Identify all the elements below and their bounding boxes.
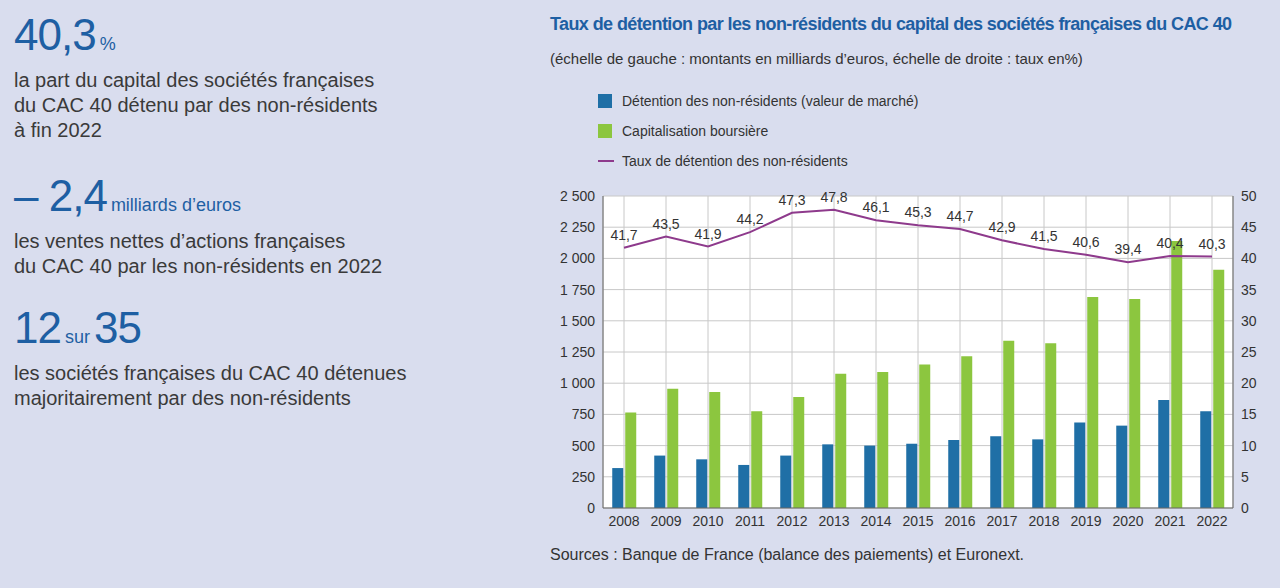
svg-text:2013: 2013 [818, 513, 849, 529]
svg-text:30: 30 [1241, 313, 1257, 329]
html-text:sur: sur [65, 327, 90, 347]
svg-text:40,3: 40,3 [1198, 236, 1225, 252]
svg-text:47,3: 47,3 [778, 192, 805, 208]
svg-text:15: 15 [1241, 406, 1257, 422]
svg-text:2020: 2020 [1112, 513, 1143, 529]
svg-text:20: 20 [1241, 375, 1257, 391]
svg-text:47,8: 47,8 [820, 189, 847, 205]
html-text:40,3: 40,3 [14, 10, 96, 59]
html-text:à fin 2022: à fin 2022 [14, 119, 102, 141]
svg-text:45: 45 [1241, 219, 1257, 235]
html-text:35: 35 [94, 303, 141, 352]
html-text:Détention des non-résidents (v: Détention des non-résidents (valeur de m… [622, 93, 919, 109]
svg-text:2014: 2014 [860, 513, 891, 529]
svg-text:41,9: 41,9 [694, 226, 721, 242]
svg-text:2015: 2015 [902, 513, 933, 529]
svg-text:39,4: 39,4 [1114, 241, 1141, 257]
svg-text:40: 40 [1241, 250, 1257, 266]
svg-text:25: 25 [1241, 344, 1257, 360]
svg-text:35: 35 [1241, 282, 1257, 298]
svg-text:40,4: 40,4 [1156, 235, 1183, 251]
html-text:les ventes nettes d’actions fr: les ventes nettes d’actions françaises [14, 230, 346, 252]
html-text:(échelle de gauche : montants: (échelle de gauche : montants en milliar… [550, 50, 1083, 67]
svg-text:2 000: 2 000 [560, 250, 595, 266]
svg-text:2 500: 2 500 [560, 188, 595, 204]
svg-text:5: 5 [1241, 469, 1249, 485]
svg-text:44,2: 44,2 [736, 211, 763, 227]
svg-text:1 500: 1 500 [560, 313, 595, 329]
svg-text:2016: 2016 [944, 513, 975, 529]
html-text:la part du capital des société: la part du capital des sociétés français… [14, 69, 375, 91]
svg-text:42,9: 42,9 [988, 219, 1015, 235]
svg-text:43,5: 43,5 [652, 216, 679, 232]
svg-text:41,7: 41,7 [610, 227, 637, 243]
svg-text:50: 50 [1241, 188, 1257, 204]
svg-text:1 250: 1 250 [560, 344, 595, 360]
html-text:Capitalisation boursière: Capitalisation boursière [622, 123, 769, 139]
svg-text:2017: 2017 [986, 513, 1017, 529]
html-text:du CAC 40 détenu par des non-r: du CAC 40 détenu par des non-résidents [14, 94, 378, 116]
svg-text:1 000: 1 000 [560, 375, 595, 391]
html-text:– 2,4: – 2,4 [14, 171, 107, 220]
html-text:milliards d’euros: milliards d’euros [110, 195, 241, 215]
svg-text:2011: 2011 [735, 513, 765, 529]
svg-text:45,3: 45,3 [904, 204, 931, 220]
svg-text:2010: 2010 [692, 513, 723, 529]
svg-text:2 250: 2 250 [560, 219, 595, 235]
svg-text:2022: 2022 [1196, 513, 1227, 529]
svg-text:2019: 2019 [1070, 513, 1101, 529]
html-text:12: 12 [14, 303, 61, 352]
svg-text:250: 250 [572, 469, 596, 485]
svg-text:40,6: 40,6 [1072, 234, 1099, 250]
svg-text:500: 500 [572, 438, 596, 454]
svg-text:0: 0 [1241, 500, 1249, 516]
svg-text:2012: 2012 [776, 513, 807, 529]
html-text:Taux de détention des non-rési: Taux de détention des non-résidents [622, 153, 848, 169]
html-text:Sources : Banque de France (ba: Sources : Banque de France (balance des … [550, 546, 1025, 563]
svg-text:44,7: 44,7 [946, 208, 973, 224]
svg-text:750: 750 [572, 406, 596, 422]
svg-text:2008: 2008 [608, 513, 639, 529]
html-text:majoritairement par des non-ré: majoritairement par des non-résidents [14, 387, 351, 409]
svg-text:2009: 2009 [650, 513, 681, 529]
svg-text:10: 10 [1241, 438, 1257, 454]
svg-text:0: 0 [587, 500, 595, 516]
svg-text:46,1: 46,1 [862, 199, 889, 215]
html-text:Taux de détention par les non-: Taux de détention par les non-résidents … [550, 14, 1232, 34]
svg-text:1 750: 1 750 [560, 282, 595, 298]
svg-text:2021: 2021 [1154, 513, 1185, 529]
svg-text:2018: 2018 [1028, 513, 1059, 529]
html-text:les sociétés françaises du CAC: les sociétés françaises du CAC 40 détenu… [14, 362, 407, 384]
html-text:du CAC 40 par les non-résident: du CAC 40 par les non-résidents en 2022 [14, 255, 382, 277]
svg-text:41,5: 41,5 [1030, 228, 1057, 244]
